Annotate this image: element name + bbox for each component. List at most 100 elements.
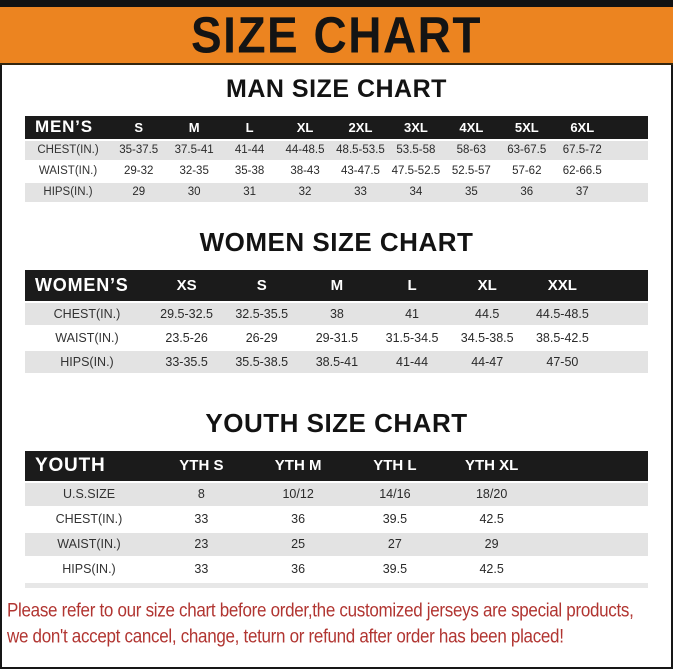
size-value-cell: 58-63 (443, 140, 500, 160)
size-value-cell: 36 (249, 557, 347, 581)
row-filler (610, 140, 648, 160)
size-value-cell: 38-43 (277, 161, 333, 181)
size-value-cell: 41 (374, 302, 450, 325)
women-size-table: WOMEN’S XS S M L XL XXL CHEST(IN.) 29.5-32.5 32.5… (25, 267, 648, 375)
youth-size-table: YOUTH YTH S YTH M YTH L YTH XL U.S.SIZE 8 10/12… (25, 448, 648, 588)
size-column-header: 4XL (443, 115, 500, 139)
size-value-cell: 44.5-48.5 (524, 302, 600, 325)
measurement-row: WAIST(IN.) 29-32 32-35 35-38 38-43 43-47.5 47.… (25, 161, 648, 181)
size-value-cell: 35 (443, 182, 500, 202)
row-label: WAIST(IN.) (25, 326, 149, 349)
row-filler (610, 182, 648, 202)
row-label: HIPS(IN.) (25, 557, 153, 581)
size-column-header: 5XL (499, 115, 555, 139)
size-value-cell: 29-32 (111, 161, 167, 181)
size-value-cell: 39.5 (346, 557, 444, 581)
size-value-cell: 25 (249, 532, 347, 556)
measurement-row: HIPS(IN.) 33-35.5 35.5-38.5 38.5-41 41-44 44-… (25, 350, 648, 373)
size-value-cell: 29-31.5 (299, 326, 375, 349)
size-column-header: 6XL (554, 115, 610, 139)
size-value-cell: 67.5-72 (554, 140, 610, 160)
measurement-row: WAIST(IN.) 23.5-26 26-29 29-31.5 31.5-34.5 34… (25, 326, 648, 349)
row-filler (600, 350, 648, 373)
size-value-cell: 29 (111, 182, 167, 202)
size-value-cell: 35-37.5 (111, 140, 167, 160)
size-column-header: XS (149, 269, 225, 301)
table-category-label: YOUTH (25, 450, 153, 481)
page-title: SIZE CHART (191, 6, 482, 64)
size-value-cell: 62-66.5 (554, 161, 610, 181)
size-value-cell: 57-62 (499, 161, 555, 181)
size-value-cell: 41-44 (374, 350, 450, 373)
row-label: CHEST(IN.) (25, 302, 149, 325)
size-column-header: YTH XL (443, 450, 540, 481)
row-filler (600, 326, 648, 349)
size-value-cell: 33 (332, 182, 389, 202)
size-column-header: 2XL (332, 115, 389, 139)
size-table-header-row: WOMEN’S XS S M L XL XXL (25, 269, 648, 301)
size-value-cell: 44-48.5 (277, 140, 333, 160)
measurement-row: CHEST(IN.) 35-37.5 37.5-41 41-44 44-48.5 48.5… (25, 140, 648, 160)
size-value-cell: 32 (277, 182, 333, 202)
size-value-cell: 42.5 (443, 507, 540, 531)
size-value-cell: 23 (153, 532, 250, 556)
size-value-cell: 47.5-52.5 (388, 161, 444, 181)
measurement-row: CHEST(IN.) 33 36 39.5 42.5 (25, 507, 648, 531)
women-section-heading: WOMEN SIZE CHART (199, 226, 474, 257)
size-value-cell: 35-38 (221, 161, 278, 181)
size-value-cell: 33 (153, 557, 250, 581)
size-value-cell: 37.5-41 (166, 140, 222, 160)
size-value-cell: 23.5-26 (149, 326, 225, 349)
row-label: HIPS(IN.) (25, 350, 149, 373)
size-value-cell: 52.5-57 (443, 161, 500, 181)
size-value-cell: 35.5-38.5 (224, 350, 300, 373)
order-notice: Please refer to our size chart before or… (2, 598, 671, 650)
measurement-row: HIPS(IN.) 29 30 31 32 33 34 35 36 37 (25, 182, 648, 202)
size-column-header: L (374, 269, 450, 301)
size-value-cell: 36 (499, 182, 555, 202)
notice-line-2: we don't accept cancel, change, teturn o… (7, 625, 564, 647)
size-value-cell: 44-47 (449, 350, 525, 373)
table-category-label: WOMEN’S (25, 269, 149, 301)
notice-line-1: Please refer to our size chart before or… (7, 599, 634, 621)
size-column-header: XXL (524, 269, 600, 301)
size-value-cell: 48.5-53.5 (332, 140, 389, 160)
size-column-header: S (111, 115, 167, 139)
header-filler (540, 450, 648, 481)
header-filler (610, 115, 648, 139)
section-women: WOMEN SIZE CHART WOMEN’S XS S M L XL XXL CHEST(… (2, 204, 671, 375)
size-value-cell: 32-35 (166, 161, 222, 181)
size-value-cell: 8 (153, 482, 250, 506)
row-label: HIPS(IN.) (25, 182, 111, 202)
size-value-cell: 18/20 (443, 482, 540, 506)
row-filler (540, 482, 648, 506)
row-filler (540, 507, 648, 531)
men-section-heading: MAN SIZE CHART (226, 75, 447, 103)
size-value-cell: 38 (299, 302, 375, 325)
size-column-header: M (299, 269, 375, 301)
size-table-header-row: YOUTH YTH S YTH M YTH L YTH XL (25, 450, 648, 481)
size-value-cell: 32.5-35.5 (224, 302, 300, 325)
row-filler (540, 532, 648, 556)
size-value-cell: 39.5 (346, 507, 444, 531)
size-value-cell: 53.5-58 (388, 140, 444, 160)
size-value-cell: 38.5-42.5 (524, 326, 600, 349)
size-column-header: L (221, 115, 278, 139)
size-column-header: YTH M (249, 450, 347, 481)
men-size-table: MEN’S S M L XL 2XL 3XL 4XL 5XL 6XL CHEST(IN.) 35-37… (25, 113, 648, 204)
row-filler (600, 302, 648, 325)
row-label: U.S.SIZE (25, 482, 153, 506)
size-value-cell: 26-29 (224, 326, 300, 349)
size-value-cell: 10/12 (249, 482, 347, 506)
size-value-cell: 47-50 (524, 350, 600, 373)
row-filler (610, 161, 648, 181)
size-value-cell: 42.5 (443, 557, 540, 581)
section-youth: YOUTH SIZE CHART YOUTH YTH S YTH M YTH L YTH… (2, 375, 671, 588)
size-column-header: YTH L (346, 450, 444, 481)
size-column-header: S (224, 269, 300, 301)
size-value-cell: 63-67.5 (499, 140, 555, 160)
row-filler (540, 557, 648, 581)
size-value-cell: 38.5-41 (299, 350, 375, 373)
size-column-header: XL (449, 269, 525, 301)
